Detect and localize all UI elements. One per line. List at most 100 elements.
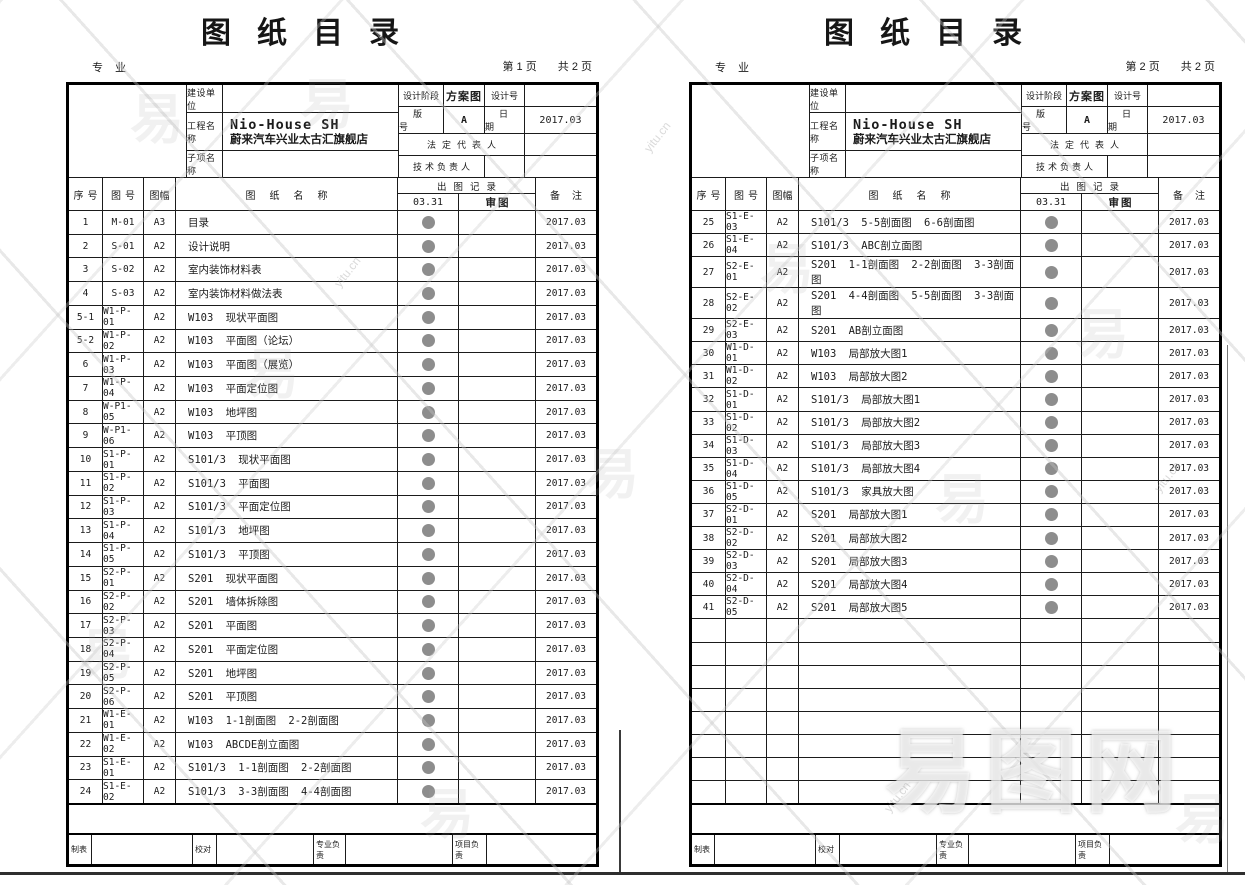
row-issue-cell [398, 305, 459, 329]
row-seq: 11 [69, 471, 103, 495]
row-remark: 2017.03 [545, 382, 587, 394]
row-name [799, 619, 1021, 642]
row-seq: 14 [69, 543, 103, 566]
row-size: A2 [767, 480, 799, 503]
table-row: 2 S-01 A2 设计说明 2017.03 [69, 234, 596, 259]
project-lead-label: 项目负责 [453, 835, 487, 864]
row-name: W103 平面图（论坛） [176, 329, 398, 353]
tech-lead-spacer [485, 156, 525, 177]
row-code: W1-D-01 [726, 342, 767, 365]
row-size: A2 [144, 614, 176, 637]
maker-label: 制表 [69, 835, 92, 864]
row-issue-cell [398, 400, 459, 424]
row-review-cell [1082, 480, 1159, 503]
col-record: 出图记录 [1021, 178, 1158, 194]
row-review-cell [459, 400, 536, 424]
design-no-label: 设计号 [485, 85, 525, 106]
row-issue-cell [398, 543, 459, 566]
table-row: 1 M-01 A3 目录 2017.03 [69, 211, 596, 235]
page-indicator: 第 1 页 共 2 页 [484, 58, 592, 74]
row-name: 目录 [176, 211, 398, 234]
project-name-value: Nio-House SH 蔚来汽车兴业太古汇旗舰店 [223, 113, 398, 150]
row-code: W1-E-01 [103, 709, 144, 732]
row-size: A2 [144, 590, 176, 614]
table-row: 35 S1-D-04 A2 S101/3 局部放大图4 2017.03 [692, 457, 1219, 481]
table-row: 3 S-02 A2 室内装饰材料表 2017.03 [69, 258, 596, 283]
row-review-cell [459, 661, 536, 685]
row-issue-cell [398, 780, 459, 803]
row-code [726, 642, 767, 665]
row-remark: 2017.03 [545, 572, 587, 584]
date-value: 2017.03 [539, 114, 582, 126]
col-record-date: 03.31 [398, 194, 459, 210]
row-issue-cell [1021, 550, 1082, 573]
row-remark: 2017.03 [1168, 370, 1210, 382]
row-issue-cell [398, 685, 459, 709]
row-review-cell [459, 282, 536, 305]
row-review-cell [459, 353, 536, 377]
row-remark: 2017.03 [545, 762, 587, 774]
table-row: 28 S2-E-02 A2 S201 4-4剖面图 5-5剖面图 3-3剖面图 2017… [692, 288, 1219, 320]
row-remark: 2017.03 [1168, 440, 1210, 452]
row-issue-cell [1021, 319, 1082, 342]
issue-dot [1044, 238, 1058, 252]
row-size: A2 [144, 448, 176, 471]
row-name [799, 665, 1021, 688]
project-name-label: 工程名称 [187, 113, 223, 150]
row-seq: 16 [69, 590, 103, 614]
table-row: 26 S1-E-04 A2 S101/3 ABC剖立面图 2017.03 [692, 234, 1219, 258]
col-name: 图纸名称 [176, 178, 398, 210]
row-issue-cell [1021, 596, 1082, 619]
page-number: 第 2 页 [1125, 61, 1160, 73]
row-seq: 1 [69, 211, 103, 234]
project-name-cn: 蔚来汽车兴业太古汇旗舰店 [853, 133, 991, 146]
legal-rep-value [1148, 134, 1219, 155]
table-row [692, 665, 1219, 689]
row-seq: 23 [69, 756, 103, 780]
row-code: S2-D-03 [726, 550, 767, 573]
row-remark: 2017.03 [1168, 297, 1210, 309]
row-name: S201 4-4剖面图 5-5剖面图 3-3剖面图 [799, 288, 1021, 319]
row-code [726, 688, 767, 711]
row-name: S101/3 1-1剖面图 2-2剖面图 [176, 756, 398, 780]
row-review-cell [459, 566, 536, 590]
issue-dot [421, 429, 435, 443]
row-seq: 35 [692, 457, 726, 480]
subitem-value [846, 151, 1021, 177]
row-issue-cell [1021, 411, 1082, 434]
row-name: S101/3 平面图 [176, 471, 398, 495]
row-review-cell [1082, 781, 1159, 804]
scan-bottom-line [0, 872, 1245, 875]
discipline-lead-label: 专业负责 [937, 835, 969, 864]
row-remark: 2017.03 [1168, 239, 1210, 251]
row-code: S2-P-02 [103, 590, 144, 614]
row-review-cell [459, 471, 536, 495]
row-review-cell [1082, 257, 1159, 288]
row-size: A2 [767, 234, 799, 257]
table-row: 22 W1-E-02 A2 W103 ABCDE剖立面图 2017.03 [69, 732, 596, 757]
row-size: A2 [767, 319, 799, 342]
sheet-page-1: 图纸目录 专业 第 1 页 共 2 页 建设单位 工程名称 Nio-House … [0, 0, 622, 885]
row-remark: 2017.03 [1168, 266, 1210, 278]
row-size: A2 [767, 388, 799, 411]
col-seq: 序号 [69, 178, 103, 210]
row-size: A2 [767, 457, 799, 480]
row-name: S201 局部放大图5 [799, 596, 1021, 619]
row-size: A2 [767, 257, 799, 288]
checker-label: 校对 [193, 835, 217, 864]
row-size: A2 [144, 756, 176, 780]
row-review-cell [459, 377, 536, 400]
row-name: S101/3 局部放大图2 [799, 411, 1021, 434]
row-issue-cell [1021, 211, 1082, 234]
titleblock-blank-cell [69, 85, 187, 177]
row-seq: 3 [69, 258, 103, 282]
checker-value [840, 835, 937, 864]
row-code: S1-E-02 [103, 780, 144, 803]
table-row: 24 S1-E-02 A2 S101/3 3-3剖面图 4-4剖面图 2017.03 [69, 780, 596, 805]
table-row: 39 S2-D-03 A2 S201 局部放大图3 2017.03 [692, 550, 1219, 574]
table-row: 9 W-P1-06 A2 W103 平顶图 2017.03 [69, 424, 596, 449]
row-issue-cell [398, 258, 459, 282]
row-name: S101/3 5-5剖面图 6-6剖面图 [799, 211, 1021, 234]
issue-dot [421, 358, 435, 372]
